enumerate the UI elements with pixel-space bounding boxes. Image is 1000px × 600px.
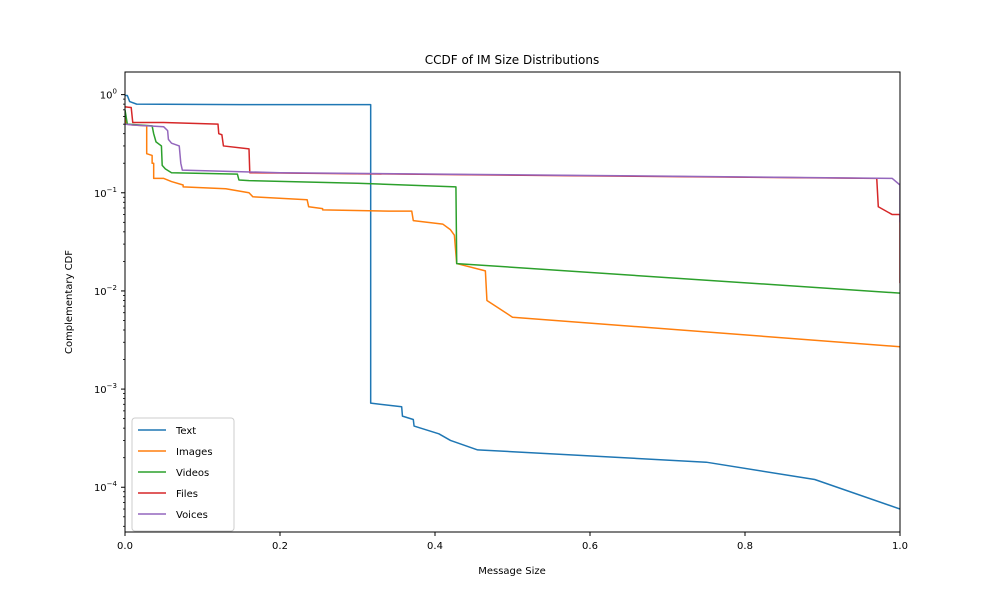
- y-tick-label: 100: [100, 88, 117, 102]
- legend-box: [131, 417, 235, 532]
- x-axis-label: Message Size: [478, 566, 546, 577]
- x-tick-label: 0.0: [117, 541, 133, 552]
- chart-title: CCDF of IM Size Distributions: [425, 53, 600, 67]
- legend-label-images: Images: [176, 447, 213, 458]
- legend-label-voices: Voices: [176, 510, 208, 521]
- x-tick-label: 0.6: [582, 541, 598, 552]
- y-axis-label: Complementary CDF: [64, 250, 75, 354]
- y-tick-label: 10−1: [94, 186, 117, 200]
- series-line-videos: [125, 109, 900, 294]
- x-tick-label: 0.4: [427, 541, 443, 552]
- series-line-images: [125, 116, 900, 348]
- y-tick-label: 10−3: [94, 382, 117, 396]
- legend-label-text: Text: [175, 426, 196, 437]
- series-line-text: [125, 94, 900, 510]
- series-line-files: [125, 106, 900, 284]
- x-tick-label: 0.2: [272, 541, 288, 552]
- legend-label-videos: Videos: [176, 468, 209, 479]
- legend-label-files: Files: [176, 489, 198, 500]
- y-tick-label: 10−2: [94, 284, 117, 298]
- series-line-voices: [125, 123, 900, 223]
- y-tick-label: 10−4: [94, 480, 118, 494]
- x-tick-label: 0.8: [737, 541, 753, 552]
- x-tick-label: 1.0: [892, 541, 908, 552]
- plot-frame: [124, 71, 901, 533]
